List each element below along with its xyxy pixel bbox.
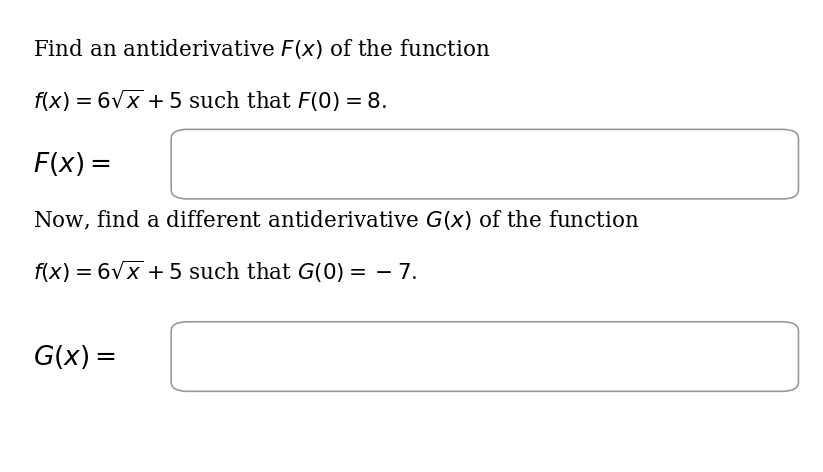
- FancyBboxPatch shape: [171, 129, 798, 199]
- Text: Now, find a different antiderivative $G(x)$ of the function: Now, find a different antiderivative $G(…: [33, 208, 639, 232]
- Text: $f(x) = 6\sqrt{x} + 5$ such that $G(0) = -7$.: $f(x) = 6\sqrt{x} + 5$ such that $G(0) =…: [33, 259, 417, 286]
- FancyBboxPatch shape: [171, 322, 798, 391]
- Text: $G(x) =$: $G(x) =$: [33, 343, 116, 371]
- Text: $F(x) =$: $F(x) =$: [33, 150, 110, 178]
- Text: $f(x) = 6\sqrt{x} + 5$ such that $F(0) = 8$.: $f(x) = 6\sqrt{x} + 5$ such that $F(0) =…: [33, 88, 387, 114]
- Text: Find an antiderivative $F(x)$ of the function: Find an antiderivative $F(x)$ of the fun…: [33, 37, 491, 60]
